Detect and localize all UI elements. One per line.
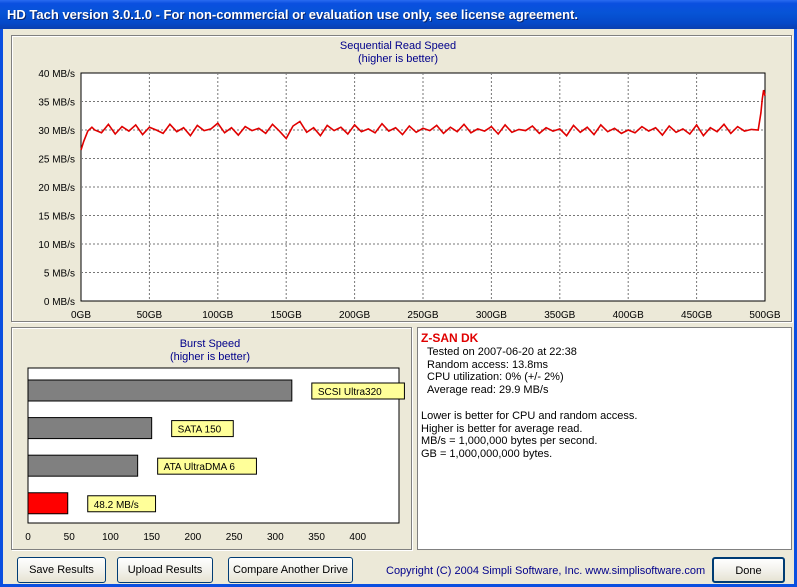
read-speed-line: [80, 89, 766, 151]
legend-notes: Lower is better for CPU and random acces…: [421, 410, 637, 460]
burst-bar: [27, 379, 293, 402]
note-higher-better: Higher is better for average read.: [421, 422, 583, 435]
random-access-text: Random access: 13.8ms: [427, 358, 549, 371]
burst-bar: [27, 454, 139, 477]
sequential-read-chart: 40 MB/s 35 MB/s 30 MB/s 25 MB/s 20 MB/s 15 MB…: [38, 69, 781, 321]
burst-bar-label: ATA UltraDMA 6: [164, 462, 236, 473]
burst-bar: [27, 417, 153, 440]
x-tick-label: 150GB: [271, 310, 302, 321]
burst-title-text: Burst Speed: [179, 338, 241, 350]
burst-x-tick-label: 200: [185, 532, 202, 543]
x-tick-label: 300GB: [476, 310, 507, 321]
compare-another-drive-label: Compare Another Drive: [233, 564, 348, 576]
burst-x-tick-label: 0: [25, 532, 31, 543]
burst-x-tick-label: 300: [267, 532, 284, 543]
upload-results-label: Upload Results: [127, 564, 203, 576]
drive-name: Z-SAN DK: [421, 331, 479, 345]
average-read-text: Average read: 29.9 MB/s: [427, 383, 549, 396]
results-info-panel: Z-SAN DK Tested on 2007-06-20 at 22:38 R…: [417, 327, 792, 550]
note-lower-better: Lower is better for CPU and random acces…: [421, 410, 638, 422]
burst-chart-title: Burst Speed (higher is better): [120, 338, 300, 364]
x-tick-label: 250GB: [407, 310, 438, 321]
burst-x-tick-label: 250: [226, 532, 243, 543]
burst-subtitle-text: (higher is better): [169, 351, 251, 363]
x-tick-label: 450GB: [681, 310, 712, 321]
y-tick-label: 25 MB/s: [38, 155, 75, 166]
note-gb-definition: GB = 1,000,000,000 bytes.: [421, 447, 553, 460]
burst-bar-label-box: [171, 420, 234, 438]
y-tick-label: 20 MB/s: [38, 183, 75, 194]
x-tick-label: 200GB: [339, 310, 370, 321]
upload-results-button[interactable]: Upload Results: [117, 557, 213, 583]
x-tick-label: 50GB: [137, 310, 163, 321]
tested-on-text: Tested on 2007-06-20 at 22:38: [427, 346, 577, 358]
burst-x-tick-label: 400: [349, 532, 366, 543]
y-tick-label: 5 MB/s: [44, 269, 75, 280]
burst-bar-label: SATA 150: [178, 425, 222, 436]
sequential-chart-title: Sequential Read Speed (higher is better): [250, 40, 546, 66]
x-tick-label: 0GB: [71, 310, 91, 321]
sequential-subtitle-text: (higher is better): [357, 53, 439, 65]
burst-x-tick-label: 350: [308, 532, 325, 543]
copyright-text: Copyright (C) 2004 Simpli Software, Inc.…: [386, 565, 706, 577]
burst-x-tick-label: 150: [143, 532, 160, 543]
burst-bar: [27, 492, 69, 515]
x-tick-label: 350GB: [544, 310, 575, 321]
x-tick-label: 500GB: [749, 310, 780, 321]
burst-bar-label: 48.2 MB/s: [94, 500, 139, 511]
burst-bar-label-box: [311, 382, 405, 400]
sequential-title-text: Sequential Read Speed: [339, 40, 457, 52]
done-button[interactable]: Done: [712, 557, 785, 583]
window-title: HD Tach version 3.0.1.0 - For non-commer…: [0, 0, 797, 29]
burst-speed-chart: 0 50 100 150 200 250 300 350 400 SCSI Ultra320 SAT…: [25, 367, 405, 543]
compare-another-drive-button[interactable]: Compare Another Drive: [228, 557, 353, 583]
burst-x-tick-label: 50: [64, 532, 76, 543]
save-results-button[interactable]: Save Results: [17, 557, 106, 583]
x-tick-label: 100GB: [202, 310, 233, 321]
cpu-utilization-text: CPU utilization: 0% (+/- 2%): [427, 371, 564, 383]
y-tick-label: 35 MB/s: [38, 98, 75, 109]
test-stats: Tested on 2007-06-20 at 22:38 Random acc…: [427, 346, 577, 396]
y-tick-label: 40 MB/s: [38, 69, 75, 80]
burst-x-tick-label: 100: [102, 532, 119, 543]
burst-bar-label-box: [87, 495, 157, 513]
done-label: Done: [735, 565, 762, 577]
y-tick-label: 0 MB/s: [44, 297, 75, 308]
note-mbs-definition: MB/s = 1,000,000 bytes per second.: [421, 435, 598, 447]
x-tick-label: 400GB: [613, 310, 644, 321]
save-results-label: Save Results: [29, 564, 94, 576]
burst-bar-label: SCSI Ultra320: [318, 387, 382, 398]
y-tick-label: 15 MB/s: [38, 212, 75, 223]
y-tick-label: 30 MB/s: [38, 126, 75, 137]
y-tick-label: 10 MB/s: [38, 240, 75, 251]
burst-bar-label-box: [157, 457, 257, 475]
